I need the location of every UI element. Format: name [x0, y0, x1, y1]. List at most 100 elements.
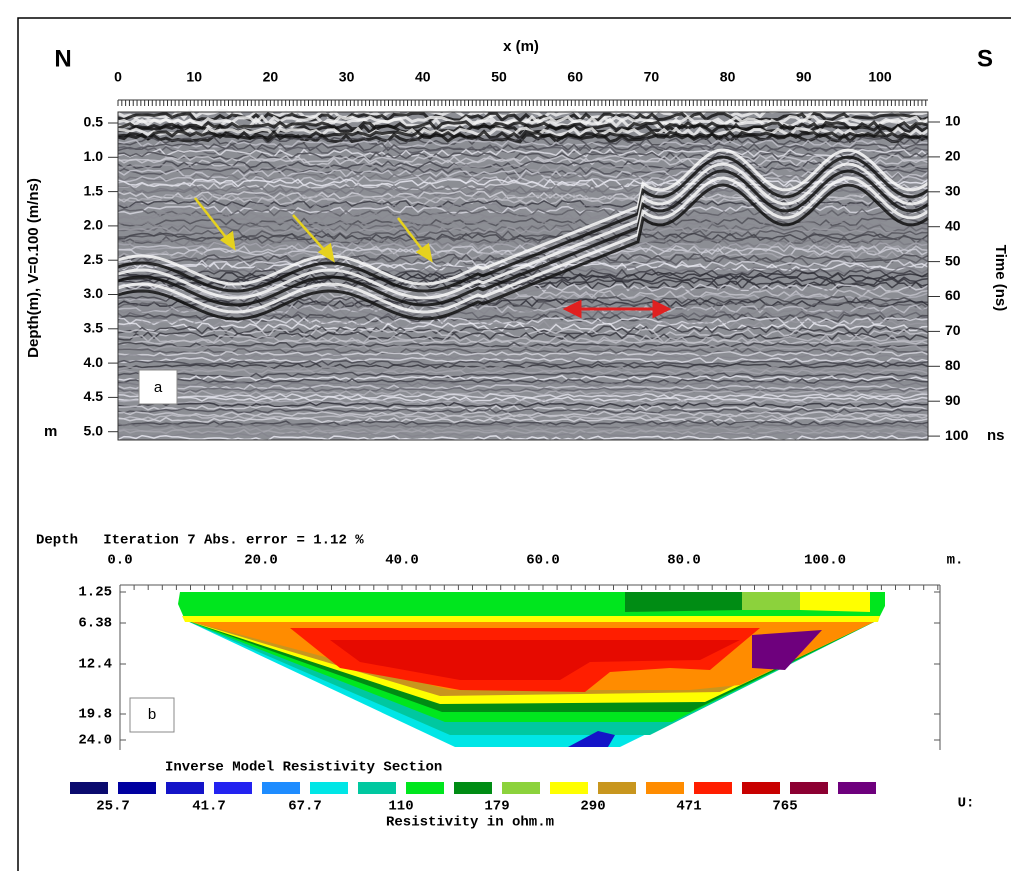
x-tick-label: 40.0 [385, 553, 419, 569]
resistivity-section [178, 592, 885, 747]
x-tick-label: 60 [567, 69, 583, 85]
texture [117, 132, 929, 144]
legend-label: 41.7 [192, 799, 226, 815]
depth-tick-label: 3.5 [84, 320, 104, 336]
x-tick-label: 20.0 [244, 553, 278, 569]
legend-swatch [598, 782, 636, 794]
texture [117, 316, 929, 326]
x-tick-label: 10 [186, 69, 202, 85]
zone [800, 592, 870, 612]
legend-swatch [214, 782, 252, 794]
legend-swatch [502, 782, 540, 794]
x-tick-label: 100 [868, 69, 892, 85]
time-tick-label: 90 [945, 392, 961, 408]
texture [117, 139, 929, 149]
texture [117, 419, 929, 427]
depth-tick-label: 1.5 [84, 182, 104, 198]
radargram [117, 108, 929, 442]
texture [117, 416, 929, 424]
texture [117, 338, 929, 346]
legend-swatch [550, 782, 588, 794]
time-unit: ns [987, 427, 1005, 444]
time-tick-label: 100 [945, 427, 969, 443]
texture [117, 401, 929, 409]
legend-swatch [742, 782, 780, 794]
legend-swatch [838, 782, 876, 794]
depth-tick-label: 5.0 [84, 422, 104, 438]
texture [117, 175, 929, 185]
panel-label: a [154, 379, 163, 396]
reflector [117, 155, 929, 293]
texture [117, 398, 929, 406]
label-box [129, 697, 175, 733]
x-tick-label: 0.0 [107, 553, 132, 569]
legend-swatch [166, 782, 204, 794]
arrow [397, 217, 425, 253]
depth-tick-label: 12.4 [78, 657, 112, 673]
texture [117, 422, 929, 430]
zone [330, 640, 740, 680]
arrow [292, 214, 327, 253]
texture [117, 344, 929, 352]
legend-label: 471 [676, 799, 701, 815]
texture [117, 202, 929, 212]
x-tick-label: 20 [263, 69, 279, 85]
texture [117, 365, 929, 373]
texture [117, 232, 929, 242]
x-tick-label: 30 [339, 69, 355, 85]
label-box [138, 369, 178, 405]
zone [568, 731, 615, 747]
arrow-head [562, 299, 582, 319]
section-axes [119, 584, 941, 750]
x-tick-label: 0 [114, 69, 122, 85]
depth-tick-label: 6.38 [78, 616, 112, 632]
texture [117, 289, 929, 299]
reflector [117, 169, 929, 307]
depth-tick-label: 4.0 [84, 354, 104, 370]
reflector [117, 148, 929, 286]
legend-label: 110 [388, 799, 413, 815]
texture [117, 371, 929, 379]
depth-tick-label: 4.5 [84, 388, 104, 404]
corner-text: U: [958, 796, 975, 812]
depth-tick-label: 0.5 [84, 114, 104, 130]
texture [117, 428, 929, 436]
zone [182, 616, 880, 622]
x-tick-label: 70 [644, 69, 660, 85]
x-tick-label: 40 [415, 69, 431, 85]
texture [117, 392, 929, 400]
texture [117, 166, 929, 176]
texture [117, 425, 929, 433]
texture [117, 256, 929, 266]
time-tick-label: 70 [945, 322, 961, 338]
x-unit: m. [947, 553, 964, 569]
texture [117, 395, 929, 403]
texture [117, 259, 929, 269]
texture [117, 181, 929, 191]
texture [117, 353, 929, 361]
depth-tick-label: 3.0 [84, 285, 104, 301]
legend-swatch [454, 782, 492, 794]
texture [117, 380, 928, 388]
texture [117, 160, 929, 170]
section-title: Inverse Model Resistivity Section [165, 760, 442, 776]
depth-tick-label: 19.8 [78, 707, 112, 723]
legend-swatch [118, 782, 156, 794]
depth-tick-label: 1.25 [78, 585, 112, 601]
red-arrow [562, 299, 672, 319]
texture [117, 154, 929, 164]
y2-axis-label: Time (ns) [992, 245, 1009, 311]
texture [117, 368, 929, 376]
time-tick-label: 40 [945, 217, 961, 233]
section-header: Depth Iteration 7 Abs. error = 1.12 % [36, 533, 364, 549]
texture [117, 413, 929, 421]
depth-tick-label: 2.0 [84, 217, 104, 233]
north-label: N [54, 45, 71, 72]
depth-unit: m [44, 423, 57, 440]
reflector [117, 176, 929, 314]
time-tick-label: 60 [945, 287, 961, 303]
texture [117, 431, 929, 439]
texture [117, 359, 929, 367]
arrow-head [652, 299, 672, 319]
